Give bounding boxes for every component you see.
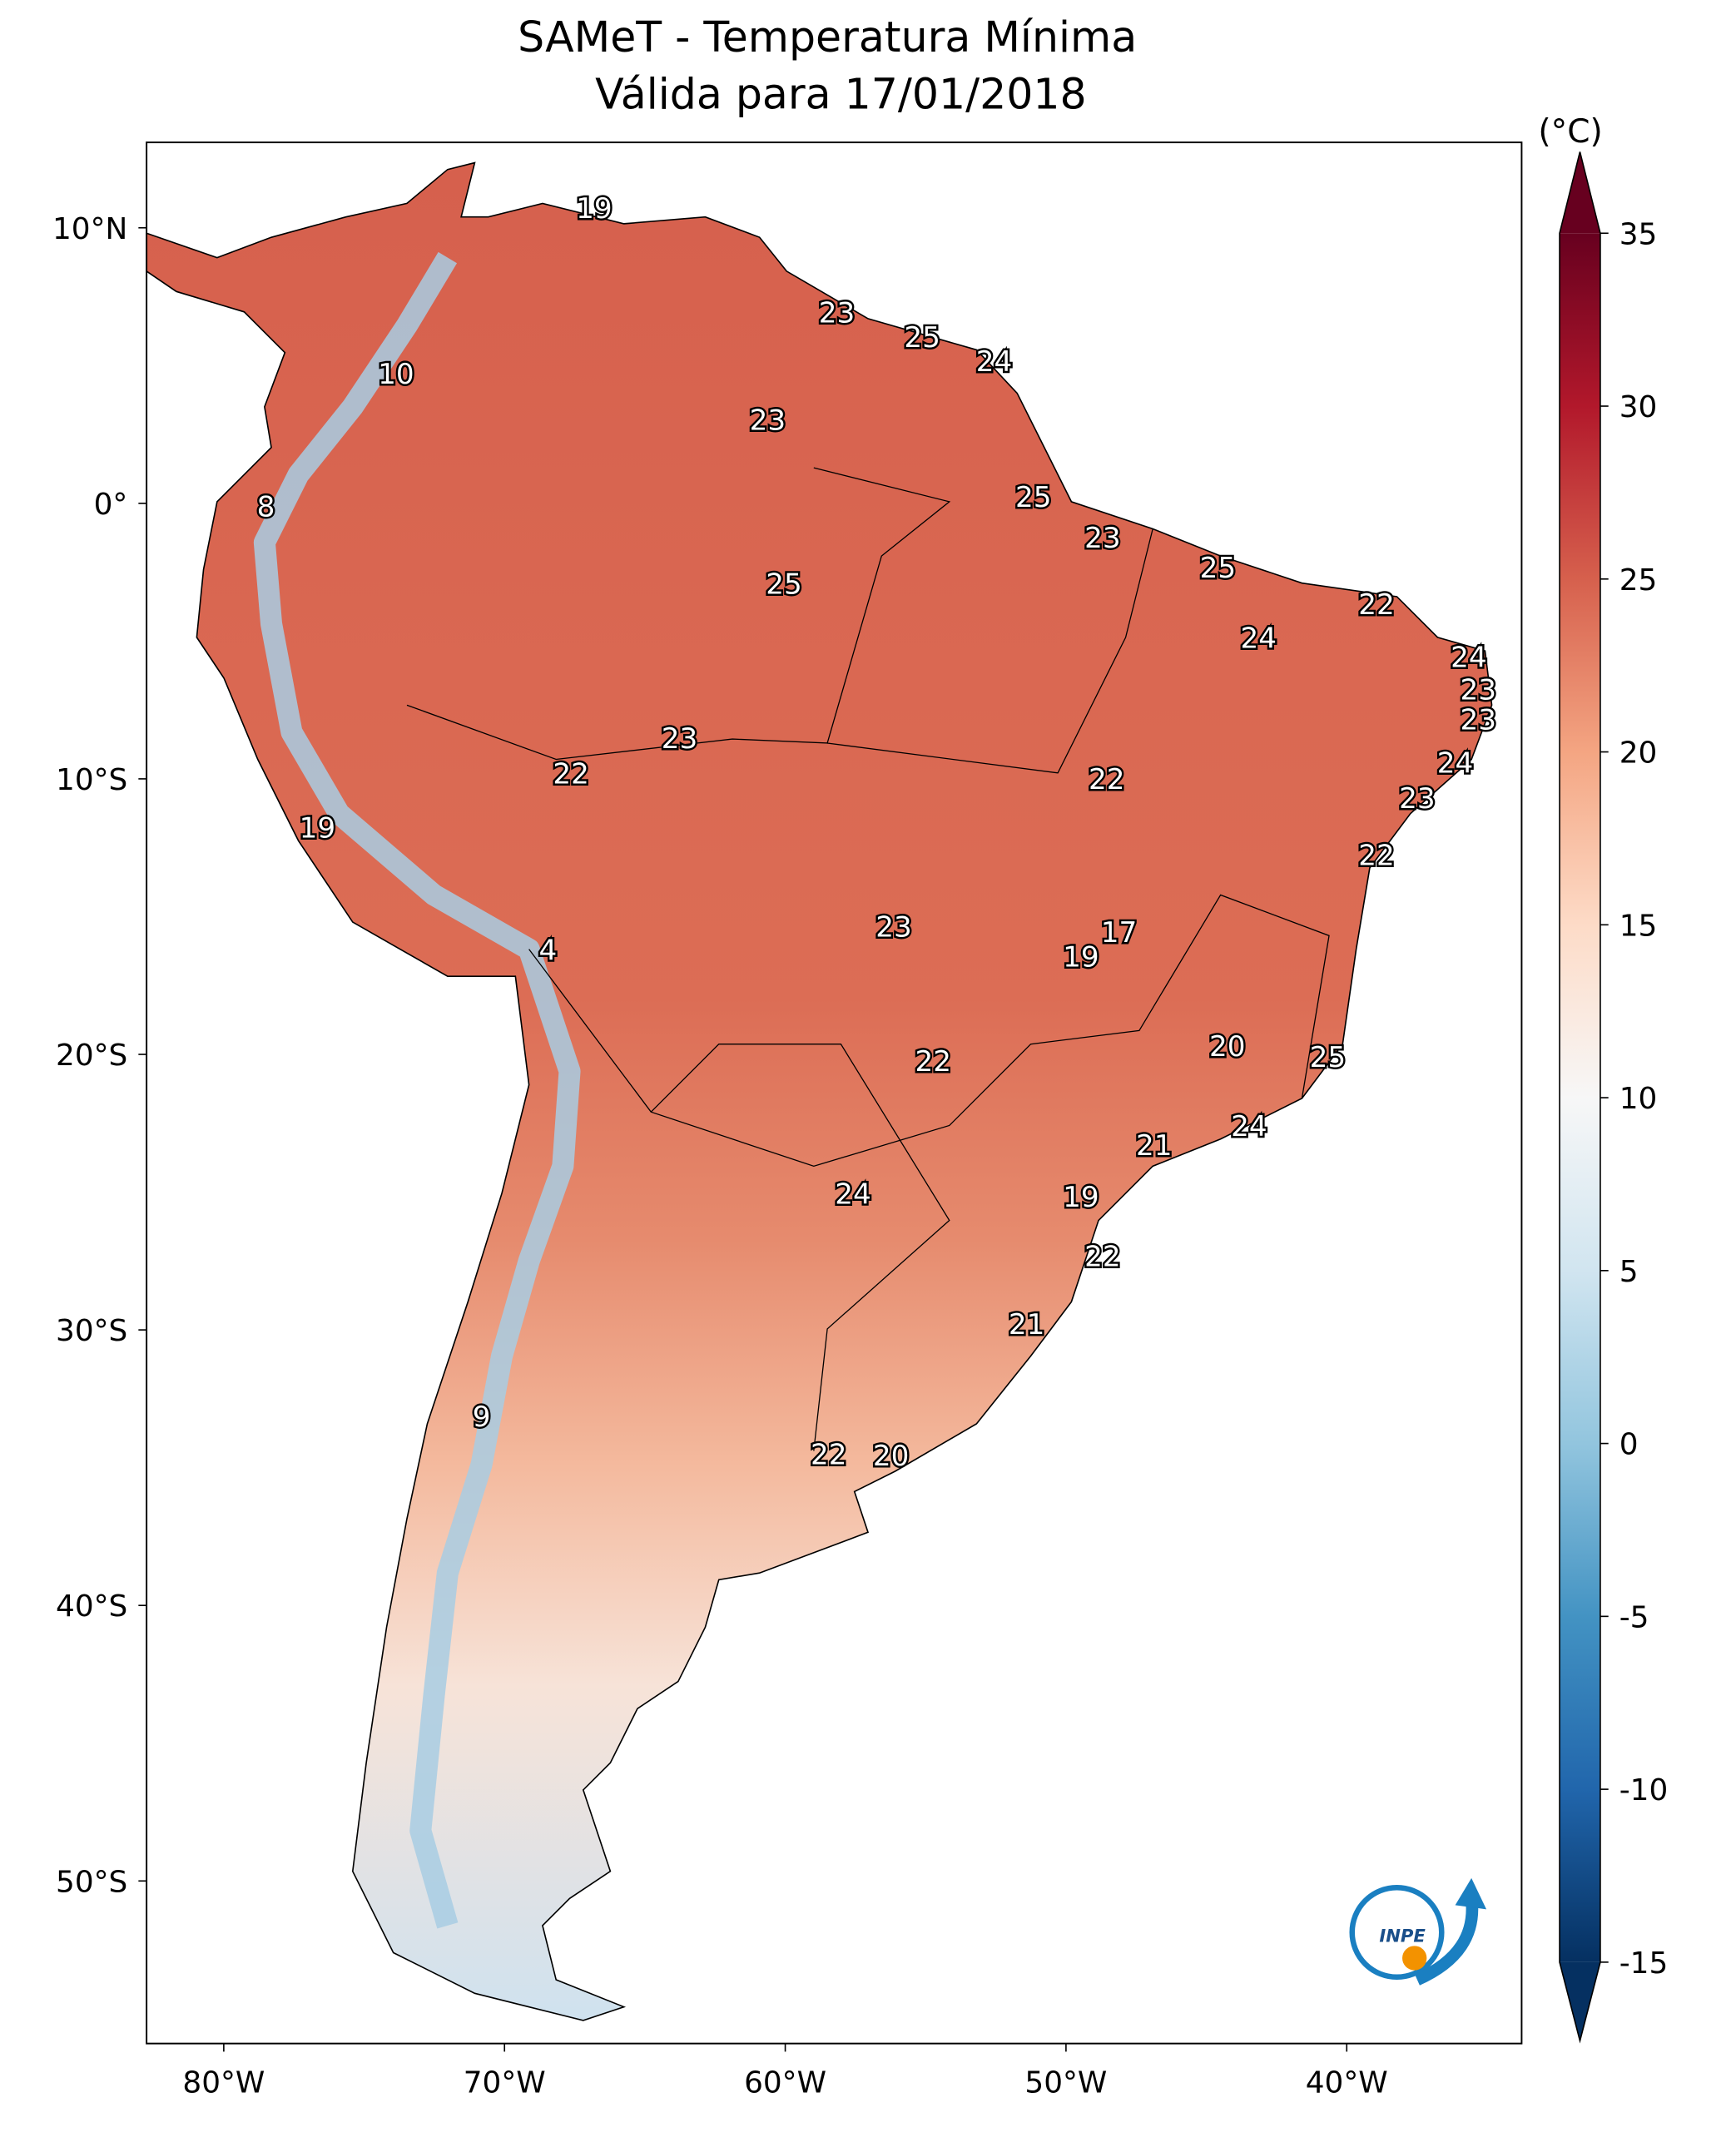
contour-label: 22 <box>1358 588 1395 622</box>
colorbar-tick-label: 5 <box>1619 1255 1639 1289</box>
colorbar-tick-label: 30 <box>1619 390 1658 424</box>
colorbar-tick-label: 10 <box>1619 1082 1658 1116</box>
contour-label: 19 <box>1063 941 1099 974</box>
logo-dot <box>1402 1946 1427 1971</box>
contour-label: 24 <box>1451 641 1487 674</box>
logo-arrow <box>1414 1897 1479 1986</box>
colorbar-tick-label: -10 <box>1619 1773 1669 1807</box>
contour-label: 25 <box>1310 1041 1347 1074</box>
x-tick-label: 40°W <box>1306 2065 1388 2100</box>
contour-label: 23 <box>819 297 856 330</box>
colorbar-extend-top <box>1560 151 1600 234</box>
colorbar-tick-label: -15 <box>1619 1946 1669 1981</box>
contour-label: 23 <box>750 404 786 437</box>
contour-label: 24 <box>1437 747 1474 781</box>
borders <box>650 1044 950 1451</box>
colorbar-tick-label: 25 <box>1619 563 1658 598</box>
y-tick-label: 30°S <box>56 1314 127 1348</box>
contour-label: 25 <box>766 568 802 601</box>
contour-label: 23 <box>1461 703 1497 736</box>
contour-label: 22 <box>811 1439 847 1472</box>
y-tick-label: 50°S <box>56 1865 127 1899</box>
y-tick-label: 10°S <box>56 763 127 797</box>
contour-label: 22 <box>1084 1241 1121 1274</box>
colorbar-label: (°C) <box>1538 113 1602 151</box>
contour-label: 24 <box>1241 622 1277 656</box>
subtitle: Válida para 17/01/2018 <box>595 69 1087 118</box>
logo-text: INPE <box>1379 1925 1426 1946</box>
colorbar-tick-label: -5 <box>1619 1600 1649 1634</box>
logo-arrowhead <box>1455 1877 1487 1910</box>
y-tick-label: 0° <box>94 488 128 522</box>
contour-label: 23 <box>1399 782 1436 816</box>
borders <box>827 528 1153 774</box>
y-tick-label: 20°S <box>56 1039 127 1073</box>
contour-label: 24 <box>835 1178 871 1212</box>
y-tick-label: 10°N <box>52 212 127 246</box>
y-tick-label: 40°S <box>56 1589 127 1624</box>
borders <box>528 894 1330 1168</box>
contour-label: 23 <box>875 911 912 945</box>
colorbar-tick-label: 15 <box>1619 909 1658 943</box>
map-frame <box>146 141 1523 2045</box>
contour-label: 22 <box>1358 839 1395 872</box>
contour-label: 17 <box>1101 916 1138 950</box>
contour-label: 24 <box>976 345 1013 379</box>
x-tick-label: 80°W <box>182 2065 265 2100</box>
contour-label: 10 <box>378 358 414 391</box>
contour-label: 25 <box>1015 481 1052 514</box>
colorbar <box>1560 233 1600 1962</box>
contour-label: 20 <box>873 1440 910 1473</box>
colorbar-tick-label: 35 <box>1619 217 1658 251</box>
contour-label: 22 <box>915 1045 951 1078</box>
contour-label: 23 <box>1084 522 1121 555</box>
map-area <box>146 161 1493 2021</box>
contour-label: 25 <box>904 321 940 355</box>
contour-label: 23 <box>1461 674 1497 707</box>
x-tick-label: 70°W <box>464 2065 546 2100</box>
colorbar-tick-label: 0 <box>1619 1428 1639 1462</box>
contour-label: 9 <box>473 1401 491 1434</box>
contour-label: 4 <box>539 934 558 967</box>
contour-label: 23 <box>662 722 698 756</box>
contour-label: 22 <box>553 758 589 791</box>
colorbar-tick-label: 20 <box>1619 736 1658 771</box>
contour-label: 22 <box>1089 763 1125 796</box>
contour-label: 24 <box>1231 1110 1267 1143</box>
contour-label: 20 <box>1209 1030 1246 1064</box>
contour-label: 21 <box>1009 1308 1045 1341</box>
land <box>146 161 1493 2021</box>
contour-label: 19 <box>576 192 613 226</box>
colorbar-extend-bottom <box>1560 1961 1600 2041</box>
contour-label: 21 <box>1136 1129 1173 1163</box>
contour-label: 19 <box>1063 1181 1099 1214</box>
logo-ring <box>1349 1884 1445 1981</box>
contour-label: 19 <box>300 812 336 845</box>
x-tick-label: 60°W <box>744 2065 826 2100</box>
contour-label: 8 <box>257 491 275 524</box>
contour-label: 25 <box>1200 552 1237 585</box>
title: SAMeT - Temperatura Mínima <box>518 12 1137 62</box>
logo: INPE <box>1349 1877 1487 1986</box>
x-tick-label: 50°W <box>1024 2065 1107 2100</box>
